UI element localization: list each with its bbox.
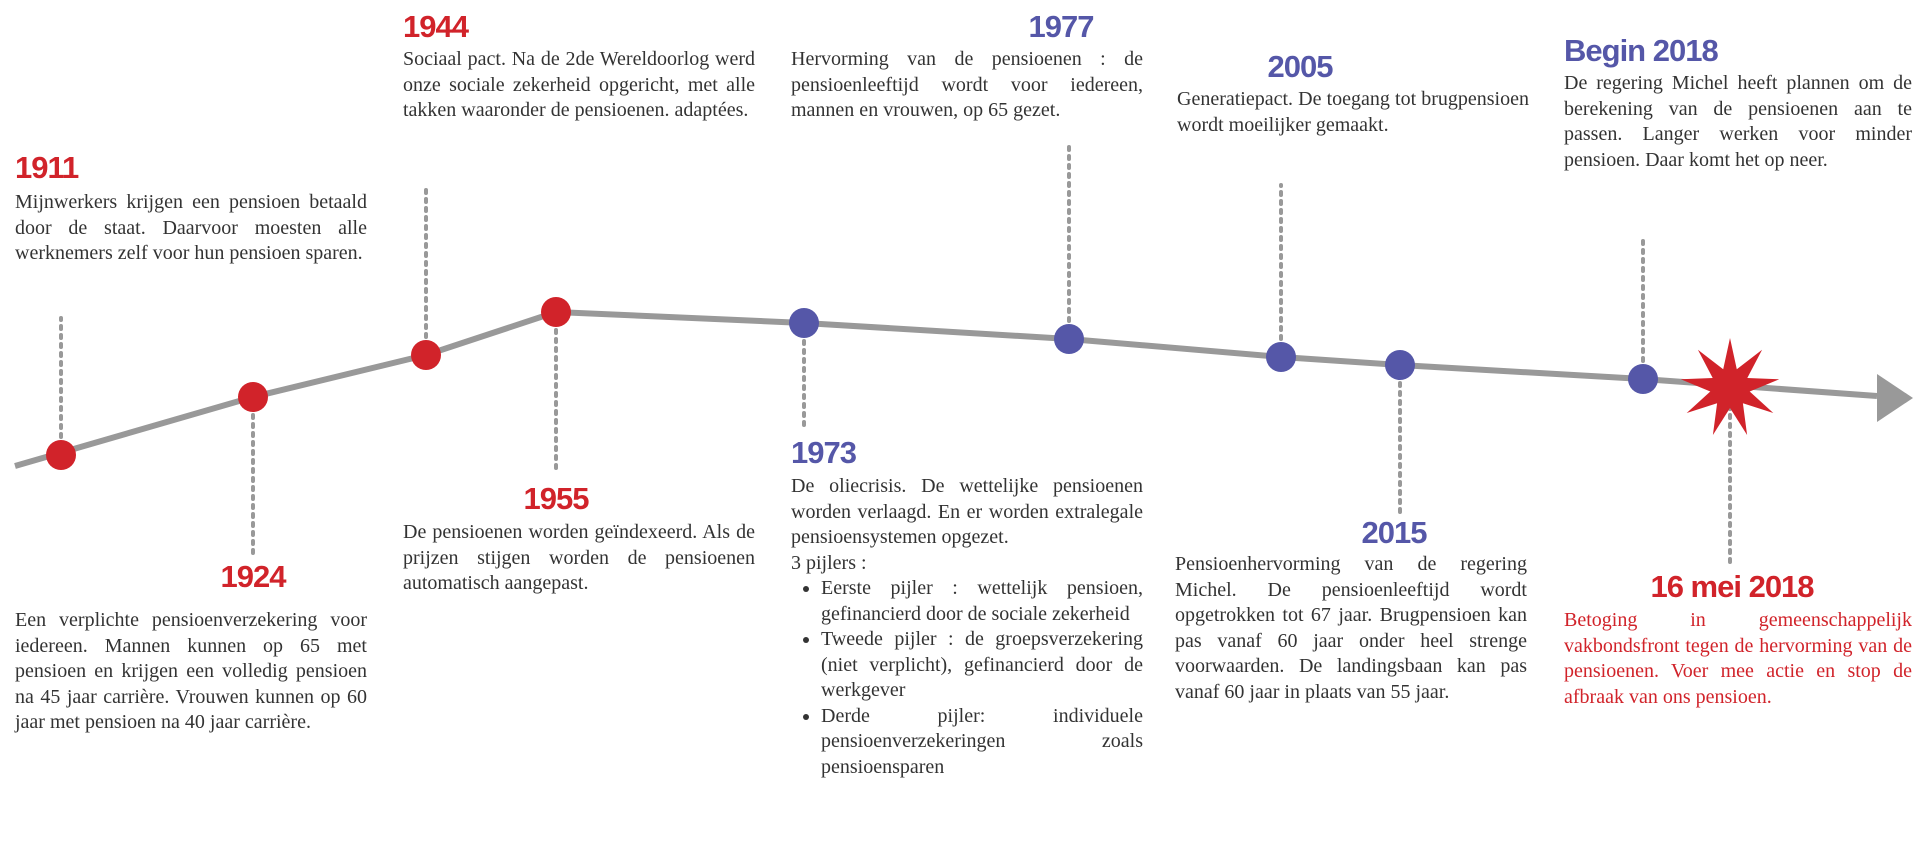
dot bbox=[46, 440, 76, 470]
timeline-line bbox=[14, 308, 1878, 469]
paragraph: De oliecrisis. De wettelijke pensioenen … bbox=[791, 475, 1143, 548]
bullet-list: Eerste pijler : wettelijk pensioen, gefi… bbox=[791, 576, 1143, 780]
dot bbox=[1385, 350, 1415, 380]
event-text: De regering Michel heeft plannen om de b… bbox=[1564, 72, 1912, 171]
event-text: Hervorming van de pensioenen : de pensio… bbox=[791, 48, 1143, 121]
bullet: Tweede pijler : de groepsverzekering (ni… bbox=[821, 627, 1143, 704]
event-text: Generatiepact. De toegang tot brugpensio… bbox=[1177, 88, 1529, 136]
year: Begin 2018 bbox=[1564, 33, 1719, 68]
event-text: De oliecrisis. De wettelijke pensioenen … bbox=[791, 474, 1143, 780]
dot bbox=[789, 308, 819, 338]
red-dots bbox=[46, 297, 571, 470]
blue-dots bbox=[789, 308, 1658, 394]
year: 1955 bbox=[523, 481, 590, 516]
event-text: Een verplichte pensioenverzekering voor … bbox=[15, 609, 367, 733]
event-text: Sociaal pact. Na de 2de Wereldoorlog wer… bbox=[403, 48, 755, 121]
year: 1944 bbox=[403, 9, 469, 44]
connectors bbox=[59, 143, 1732, 565]
year: 1924 bbox=[220, 559, 287, 594]
event-text: Pensioenhervorming van de regering Miche… bbox=[1175, 553, 1527, 703]
dot bbox=[1628, 364, 1658, 394]
event-text: Betoging in gemeenschappelijk vakbondsfr… bbox=[1564, 609, 1912, 708]
bullet: Eerste pijler : wettelijk pensioen, gefi… bbox=[821, 576, 1143, 627]
bullet: Derde pijler: individuele pensioenverzek… bbox=[821, 704, 1143, 781]
event-text: De pensioenen worden geïndexeerd. Als de… bbox=[403, 521, 755, 594]
year: 16 mei 2018 bbox=[1650, 569, 1814, 604]
dot bbox=[1266, 342, 1296, 372]
year: 2005 bbox=[1267, 49, 1334, 84]
year: 1977 bbox=[1028, 9, 1095, 44]
year: 2015 bbox=[1361, 515, 1428, 550]
dot bbox=[1054, 324, 1084, 354]
dot bbox=[411, 340, 441, 370]
dot bbox=[238, 382, 268, 412]
paragraph: 3 pijlers : bbox=[791, 551, 867, 574]
star bbox=[1680, 338, 1780, 435]
dot bbox=[541, 297, 571, 327]
arrow-head bbox=[1877, 374, 1913, 422]
year: 1973 bbox=[791, 435, 857, 470]
year: 1911 bbox=[15, 150, 79, 185]
event-text: Mijnwerkers krijgen een pensioen betaald… bbox=[15, 191, 367, 264]
